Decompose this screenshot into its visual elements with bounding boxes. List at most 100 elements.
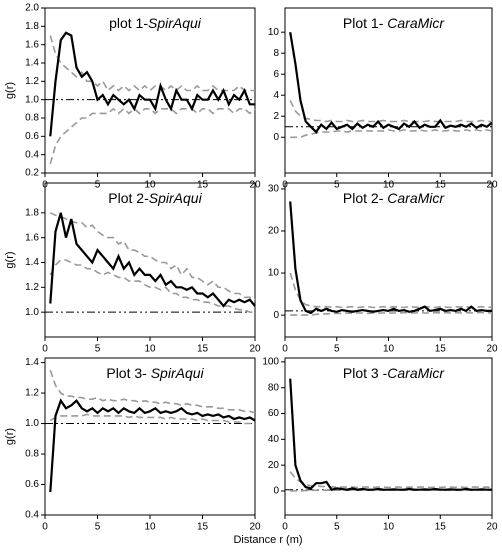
y-tick-label: 1.4 — [25, 58, 39, 69]
x-tick-label: 0 — [282, 522, 288, 533]
y-tick-label: 10 — [268, 27, 280, 38]
x-tick-label: 10 — [144, 344, 156, 355]
panel-title: Plot 3 -CaraMicr — [343, 365, 445, 381]
x-tick-label: 20 — [249, 344, 261, 355]
y-tick-label: 4 — [273, 90, 279, 101]
x-axis-label: Distance r (m) — [233, 534, 302, 546]
x-tick-label: 15 — [435, 522, 447, 533]
series-line — [49, 413, 255, 425]
x-tick-label: 10 — [383, 180, 395, 191]
panel-title: Plot 2- CaraMicr — [343, 190, 445, 206]
x-tick-label: 15 — [197, 522, 209, 533]
y-axis-label: g(r) — [4, 82, 16, 99]
y-tick-label: 0 — [273, 310, 279, 321]
y-tick-label: 1.2 — [25, 388, 39, 399]
x-tick-label: 10 — [383, 344, 395, 355]
series-line — [290, 129, 493, 139]
series-line — [289, 201, 492, 315]
y-tick-label: 1.4 — [25, 257, 39, 268]
panel-title: Plot 3- SpirAqui — [106, 365, 204, 381]
x-tick-label: 15 — [197, 344, 209, 355]
series-line — [289, 32, 493, 134]
title-text: Plot 1- — [343, 15, 387, 31]
title-species: SpirAqui — [149, 190, 203, 206]
y-tick-label: 0 — [273, 486, 279, 497]
series-line — [289, 378, 492, 491]
x-tick-label: 10 — [144, 180, 156, 191]
plot-frame — [44, 182, 256, 338]
series-line — [49, 107, 256, 165]
title-text: plot 1- — [109, 15, 148, 31]
x-tick-label: 5 — [334, 344, 340, 355]
title-species: CaraMicr — [387, 190, 445, 206]
y-tick-label: 1.2 — [25, 282, 39, 293]
y-tick-label: 1.6 — [25, 39, 39, 50]
title-species: CaraMicr — [387, 15, 445, 31]
y-tick-label: 2.0 — [25, 3, 39, 14]
x-tick-label: 20 — [249, 522, 261, 533]
panel-title: Plot 2-SpirAqui — [108, 190, 202, 206]
panel: 0 20 40 60 80 100 0 5 10 15 20 Plot 3 -CaraMicr — [262, 357, 498, 533]
x-tick-label: 5 — [95, 180, 101, 191]
title-species: SpirAqui — [151, 365, 205, 381]
y-tick-label: 20 — [268, 226, 280, 237]
y-tick-label: 8 — [273, 48, 279, 59]
panel-title: plot 1-SpirAqui — [109, 15, 202, 31]
x-tick-label: 5 — [334, 180, 340, 191]
title-text: Plot 3- — [106, 365, 150, 381]
x-tick-label: 10 — [383, 522, 395, 533]
y-tick-label: 10 — [268, 268, 280, 279]
x-tick-label: 5 — [334, 522, 340, 533]
y-tick-label: 0.4 — [25, 510, 39, 521]
series-line — [289, 100, 492, 123]
y-tick-label: 1.6 — [25, 232, 39, 243]
x-tick-label: 5 — [95, 344, 101, 355]
y-tick-label: 0.6 — [25, 479, 39, 490]
y-tick-label: 0.8 — [25, 113, 39, 124]
series-line — [49, 369, 256, 414]
panel: 0 10 20 30 0 5 10 15 20 Plot 2- CaraMicr — [268, 182, 498, 355]
y-tick-label: 30 — [268, 184, 280, 195]
y-tick-label: 60 — [268, 408, 280, 419]
y-tick-label: 20 — [268, 460, 280, 471]
x-tick-label: 0 — [42, 522, 48, 533]
y-axis-label: g(r) — [4, 251, 16, 268]
series-line — [49, 212, 256, 301]
y-tick-label: 1.8 — [25, 207, 39, 218]
y-tick-label: 100 — [262, 357, 279, 368]
title-text: Plot 2- — [343, 190, 387, 206]
title-species: CaraMicr — [387, 365, 445, 381]
y-tick-label: 40 — [268, 434, 280, 445]
x-tick-label: 15 — [435, 180, 447, 191]
x-tick-label: 20 — [486, 344, 498, 355]
series-line — [49, 31, 255, 137]
x-tick-label: 0 — [282, 344, 288, 355]
y-tick-label: 0.4 — [25, 149, 39, 160]
y-tick-label: 1.4 — [25, 357, 39, 368]
x-tick-label: 15 — [435, 344, 447, 355]
series-line — [49, 212, 256, 308]
y-tick-label: 0.2 — [25, 168, 39, 179]
y-tick-label: 6 — [273, 69, 279, 80]
y-axis-label: g(r) — [4, 428, 16, 445]
series-line — [49, 35, 255, 92]
title-text: Plot 3 - — [343, 365, 388, 381]
y-tick-label: 0 — [273, 132, 279, 143]
x-tick-label: 15 — [197, 180, 209, 191]
y-tick-label: 1.0 — [25, 94, 39, 105]
series-line — [49, 398, 256, 493]
y-tick-label: 1.0 — [25, 418, 39, 429]
y-tick-label: 0.8 — [25, 449, 39, 460]
y-tick-label: 1.2 — [25, 76, 39, 87]
series-line — [290, 311, 493, 316]
title-text: Plot 2- — [108, 190, 149, 206]
y-tick-label: 1.8 — [25, 21, 39, 32]
plot-frame — [284, 7, 493, 174]
y-tick-label: 0.6 — [25, 131, 39, 142]
panel: 1.0 1.2 1.4 1.6 1.8 0 5 10 15 20 Plot 2-SpirAqui g(… — [4, 182, 261, 355]
plot-frame — [44, 357, 256, 516]
panel: 0.20.40.60.81.01.21.41.61.82.00 5 10 15 20pl… — [4, 3, 261, 191]
y-tick-label: 1.0 — [25, 307, 39, 318]
